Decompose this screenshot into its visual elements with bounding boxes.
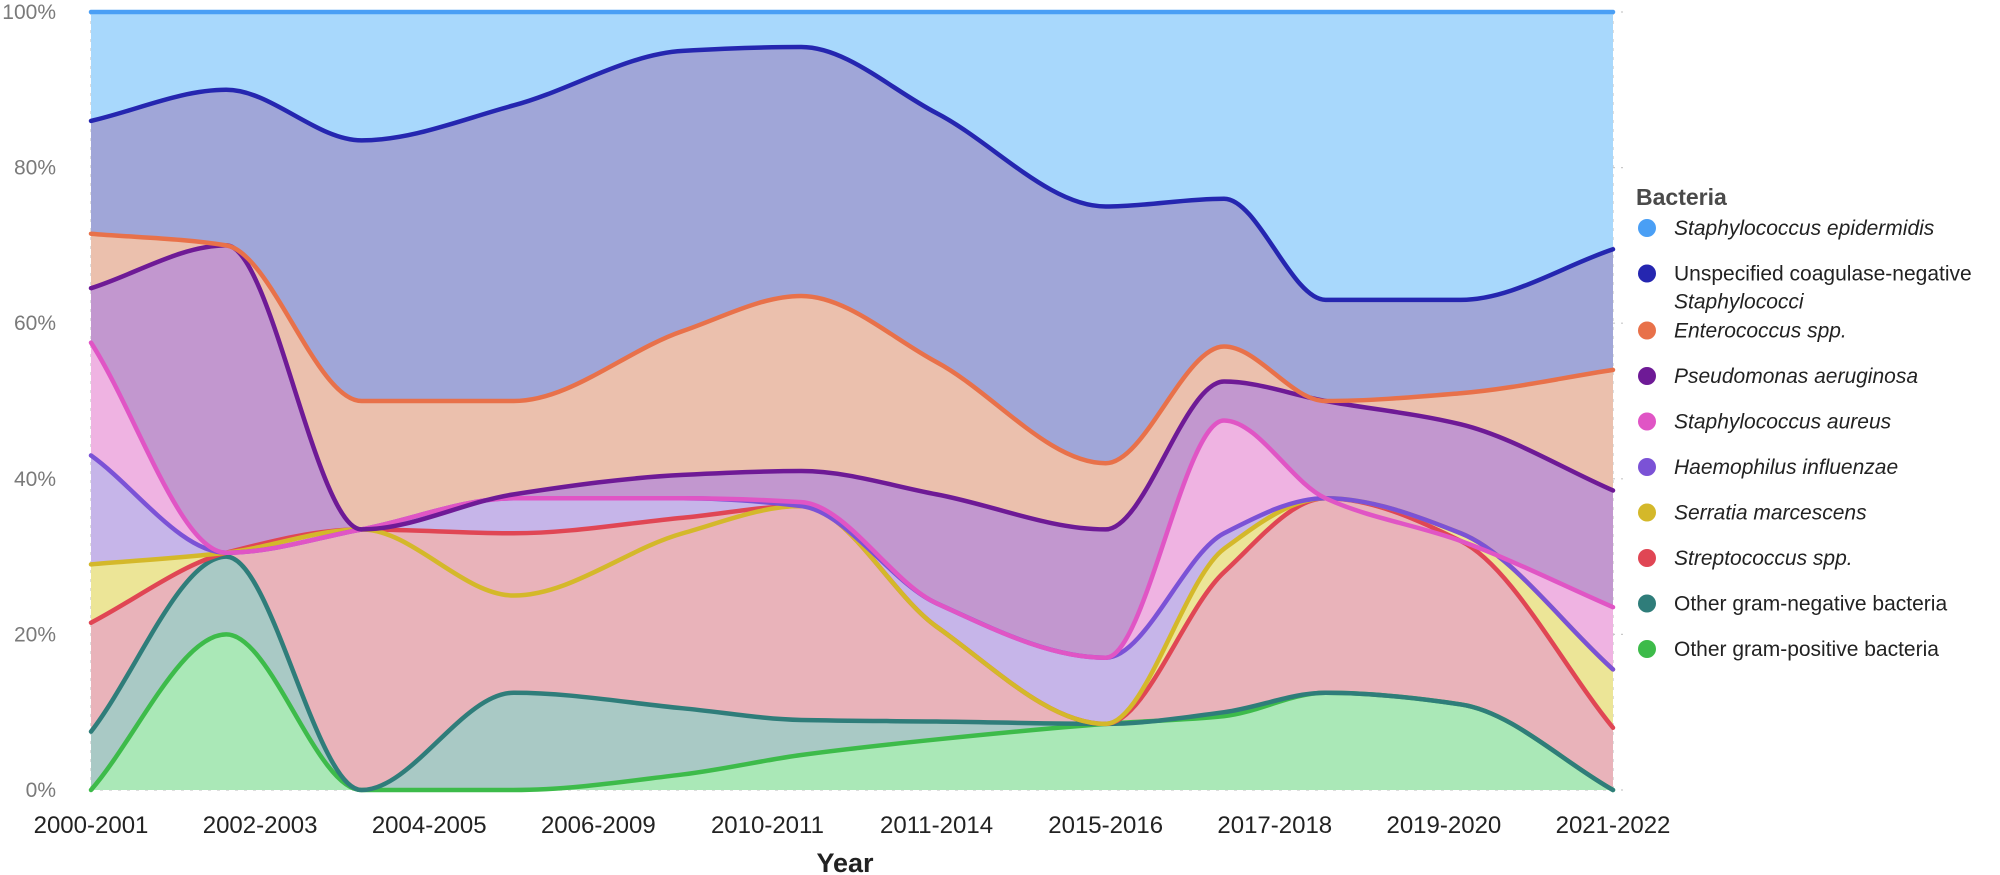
x-axis-title: Year (816, 848, 874, 875)
legend-label: Serratia marcescens (1674, 502, 1867, 525)
legend-swatch (1638, 503, 1656, 522)
legend-item[interactable]: Staphylococcus epidermidis (1638, 217, 1935, 240)
area-fills (91, 12, 1613, 791)
line-other-gram-negative-bacteria (88, 554, 1616, 793)
legend-swatch (1638, 458, 1656, 476)
y-tick-label: 0% (26, 779, 56, 802)
legend-item[interactable]: Pseudomonas aeruginosa (1638, 365, 1918, 388)
line-staphylococcus-aureus (88, 340, 1616, 660)
legend-label: Other gram-positive bacteria (1674, 638, 1939, 661)
legend-swatch (1638, 640, 1656, 658)
x-tick-label: 2011-2014 (880, 812, 993, 839)
x-tick-label: 2017-2018 (1217, 812, 1332, 839)
x-tick-label: 2015-2016 (1048, 812, 1163, 839)
legend-label: Staphylococcus epidermidis (1674, 217, 1935, 240)
legend-label: Enterococcus spp. (1674, 320, 1847, 343)
series-lines (88, 9, 1616, 793)
legend-label: Streptococcus spp. (1674, 547, 1853, 570)
legend-label: Staphylococcus aureus (1674, 411, 1892, 434)
legend-title: Bacteria (1636, 184, 1727, 210)
legend-swatch (1638, 412, 1656, 431)
legend-swatch (1638, 594, 1656, 613)
legend-swatch (1638, 367, 1656, 385)
legend-label: Pseudomonas aeruginosa (1674, 365, 1918, 388)
legend-item[interactable]: Serratia marcescens (1638, 502, 1867, 525)
legend-item[interactable]: Streptococcus spp. (1638, 547, 1853, 570)
legend-label: Haemophilus influenzae (1674, 456, 1898, 479)
x-tick-label: 2002-2003 (203, 812, 318, 839)
legend-item[interactable]: Other gram-negative bacteria (1638, 593, 1947, 616)
legend-label: Staphylococci (1674, 291, 1805, 314)
y-tick-label: 80% (14, 157, 56, 180)
legend-item[interactable]: Haemophilus influenzae (1638, 456, 1898, 479)
legend-label: Other gram-negative bacteria (1674, 593, 1947, 616)
line-unspecified-coagulase-negative-staphylococci (88, 44, 1616, 303)
y-tick-label: 40% (14, 468, 56, 491)
legend-label: Unspecified coagulase-negative (1674, 263, 1972, 286)
x-tick-label: 2006-2009 (541, 812, 656, 839)
x-tick-label: 2004-2005 (372, 812, 487, 839)
legend-swatch (1638, 321, 1656, 340)
axes: 0% 20% 40% 60% 80% 100% 2000-2001 2002-2003 2004… (2, 1, 1670, 839)
y-tick-label: 60% (14, 312, 56, 335)
line-enterococcus-spp- (88, 231, 1616, 466)
legend-swatch (1638, 219, 1656, 237)
legend-swatch (1638, 264, 1656, 283)
y-tick-label: 100% (2, 1, 56, 24)
area-other-gram-positive-bacteria (91, 634, 1613, 790)
legend: Bacteria Staphylococcus epidermidis Unspe… (1636, 184, 1972, 661)
x-tick-label: 2010-2011 (711, 812, 824, 839)
x-tick-label: 2019-2020 (1386, 812, 1501, 839)
x-tick-label: 2021-2022 (1556, 812, 1671, 839)
legend-item[interactable]: Staphylococcus aureus (1638, 411, 1892, 434)
legend-item[interactable]: Other gram-positive bacteria (1638, 638, 1939, 661)
y-tick-label: 20% (14, 623, 56, 646)
legend-item[interactable]: Unspecified coagulase-negative Staphyloco… (1638, 263, 1972, 314)
x-tick-label: 2000-2001 (34, 812, 149, 839)
legend-item[interactable]: Enterococcus spp. (1638, 320, 1847, 343)
legend-swatch (1638, 549, 1656, 567)
